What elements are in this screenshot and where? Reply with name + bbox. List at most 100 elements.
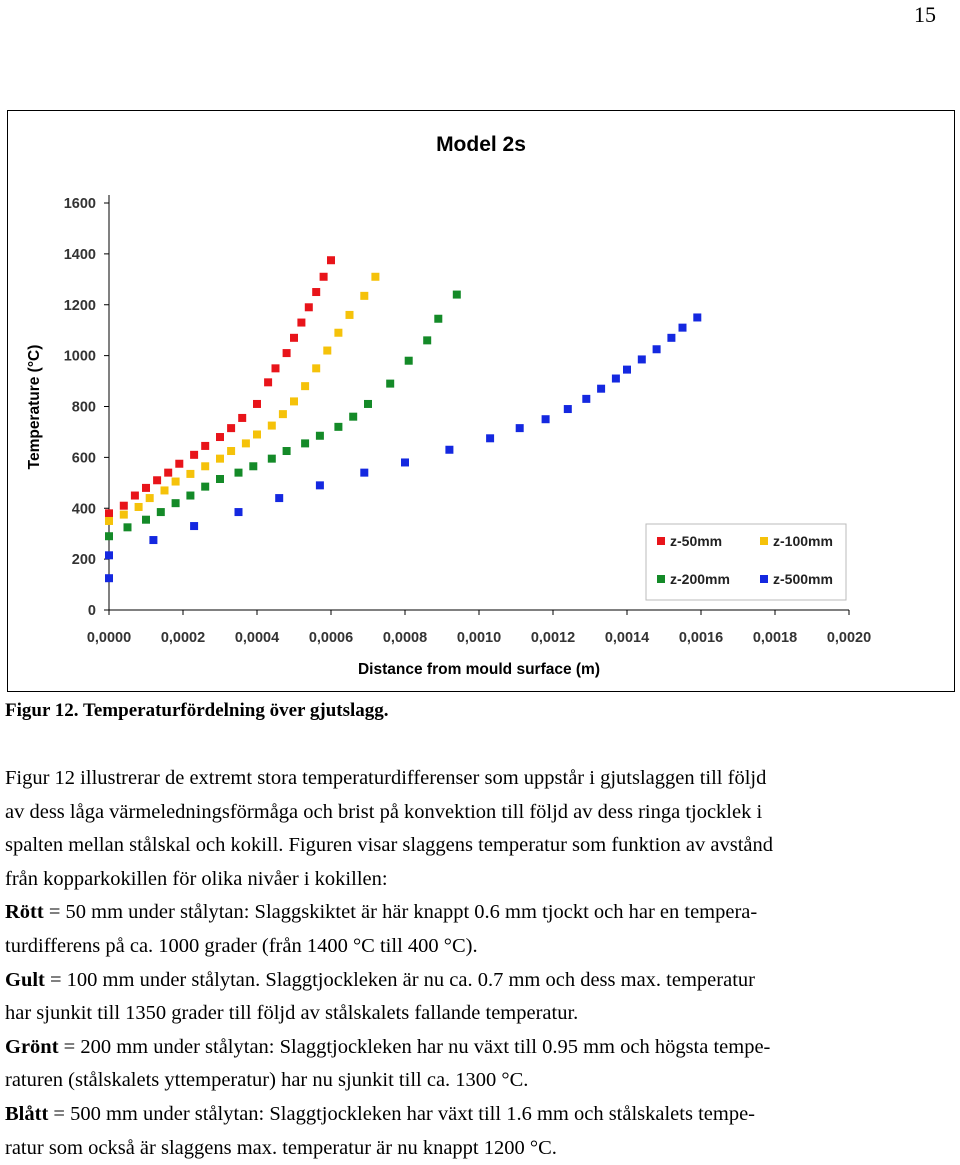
body-text: Figur 12 illustrerar de extremt stora te… [5, 762, 953, 1165]
line-text: av dess låga värmeledningsförmåga och br… [5, 800, 763, 823]
data-point-z-200mm [404, 356, 413, 365]
data-point-z-500mm [597, 384, 606, 393]
data-point-z-50mm [227, 424, 236, 433]
x-tick-label: 0,0010 [457, 630, 501, 646]
data-point-z-500mm [275, 494, 284, 503]
data-point-z-100mm [253, 430, 261, 439]
data-point-z-500mm [190, 522, 199, 531]
data-point-z-200mm [156, 508, 165, 517]
data-point-z-500mm [234, 508, 243, 517]
page-number: 15 [914, 2, 936, 27]
data-point-z-500mm [445, 445, 454, 454]
x-tick-label: 0,0018 [753, 630, 797, 646]
data-point-z-100mm [216, 454, 224, 463]
data-point-z-100mm [312, 364, 321, 373]
data-point-z-100mm [186, 469, 195, 478]
x-tick-label: 0,0016 [679, 630, 723, 646]
data-point-z-200mm [216, 474, 224, 483]
line-text: = 50 mm under stålytan: Slaggskiktet är … [43, 901, 758, 924]
data-point-z-50mm [327, 256, 335, 265]
data-point-z-50mm [130, 491, 139, 500]
data-point-z-500mm [611, 374, 620, 383]
data-point-z-200mm [186, 491, 195, 500]
legend-box [645, 523, 847, 601]
data-point-z-100mm [119, 510, 128, 519]
data-point-z-200mm [267, 454, 276, 463]
data-point-z-100mm [290, 397, 298, 406]
text-line: från kopparkokillen för olika nivåer i k… [5, 863, 953, 897]
x-tick-label: 0,0006 [309, 630, 353, 646]
y-axis-label: Temperature (°C) [26, 345, 43, 470]
line-text: spalten mellan stålskal och kokill. Figu… [5, 834, 774, 857]
x-tick-label: 0,0000 [87, 630, 131, 646]
data-point-z-100mm [267, 421, 276, 430]
text-line: har sjunkit till 1350 grader till följd … [5, 997, 953, 1031]
data-point-z-100mm [301, 382, 310, 391]
x-tick-label: 0,0014 [605, 630, 649, 646]
y-tick-label: 200 [72, 552, 96, 568]
data-point-z-100mm [227, 447, 236, 456]
data-point-z-500mm [637, 355, 646, 364]
data-point-z-50mm [290, 333, 298, 342]
data-point-z-100mm [323, 346, 332, 355]
text-line: spalten mellan stålskal och kokill. Figu… [5, 829, 953, 863]
data-point-z-200mm [123, 523, 132, 532]
line-text: = 200 mm under stålytan: Slaggtjockleken… [58, 1035, 771, 1058]
text-line: turdifferens på ca. 1000 grader (från 14… [5, 930, 953, 964]
data-point-z-100mm [201, 462, 210, 471]
color-term: Rött [5, 901, 44, 924]
line-text: Figur 12 illustrerar de extremt stora te… [5, 767, 767, 789]
legend-swatch-z-100mm [760, 537, 768, 545]
y-tick-label: 1400 [64, 247, 96, 263]
data-point-z-500mm [315, 481, 324, 490]
data-point-z-50mm [216, 433, 224, 442]
data-point-z-500mm [693, 313, 702, 322]
line-text: har sjunkit till 1350 grader till följd … [5, 1002, 579, 1025]
legend-swatch-z-500mm [760, 575, 768, 583]
y-tick-label: 1000 [64, 349, 96, 365]
data-point-z-50mm [201, 441, 210, 450]
line-text: = 100 mm under stålytan. Slaggtjockleken… [44, 968, 755, 991]
data-point-z-500mm [563, 405, 572, 414]
x-axis-label: Distance from mould surface (m) [358, 661, 600, 678]
data-point-z-200mm [301, 439, 310, 448]
data-point-z-200mm [142, 515, 150, 524]
chart: Model 2s 0 200 400 600 800 1000 1200 1400 1600 0,0… [26, 133, 871, 678]
text-line: Gult = 100 mm under stålytan. Slaggtjock… [5, 964, 953, 998]
data-point-z-200mm [171, 499, 180, 508]
text-line: Grönt = 200 mm under stålytan: Slaggtjoc… [5, 1031, 953, 1065]
data-point-z-500mm [541, 415, 550, 424]
text-line: av dess låga värmeledningsförmåga och br… [5, 796, 953, 830]
y-tick-label: 1600 [64, 196, 96, 212]
data-point-z-50mm [190, 450, 199, 459]
data-point-z-50mm [119, 501, 128, 510]
line-text: ratur som också är slaggens max. tempera… [5, 1136, 557, 1159]
data-point-z-50mm [164, 468, 173, 477]
line-text: = 500 mm under stålytan: Slaggtjockleken… [48, 1102, 755, 1125]
data-point-z-200mm [249, 462, 258, 471]
data-point-z-200mm [234, 468, 243, 477]
data-point-z-500mm [360, 468, 369, 477]
data-point-z-500mm [105, 551, 113, 560]
text-line: raturen (stålskalets yttemperatur) har n… [5, 1064, 953, 1098]
data-point-z-500mm [401, 458, 409, 467]
y-tick-label: 1200 [64, 298, 96, 314]
data-point-z-50mm [238, 413, 247, 422]
data-point-z-100mm [134, 502, 143, 511]
data-point-z-100mm [160, 486, 169, 495]
x-tick-label: 0,0004 [235, 630, 279, 646]
data-point-z-200mm [423, 336, 432, 345]
text-line: Blått = 500 mm under stålytan: Slaggtjoc… [5, 1098, 953, 1132]
chart-title: Model 2s [436, 133, 526, 156]
text-line: Rött = 50 mm under stålytan: Slaggskikte… [5, 896, 953, 930]
color-term: Grönt [5, 1035, 59, 1058]
data-point-z-50mm [312, 288, 321, 297]
data-point-z-100mm [334, 328, 343, 337]
text-line: Figur 12 illustrerar de extremt stora te… [5, 762, 953, 796]
data-point-z-100mm [278, 410, 287, 419]
data-point-z-200mm [349, 412, 358, 421]
data-point-z-50mm [304, 303, 313, 312]
data-point-z-200mm [386, 379, 395, 388]
data-point-z-200mm [434, 314, 443, 323]
data-point-z-50mm [271, 364, 280, 373]
